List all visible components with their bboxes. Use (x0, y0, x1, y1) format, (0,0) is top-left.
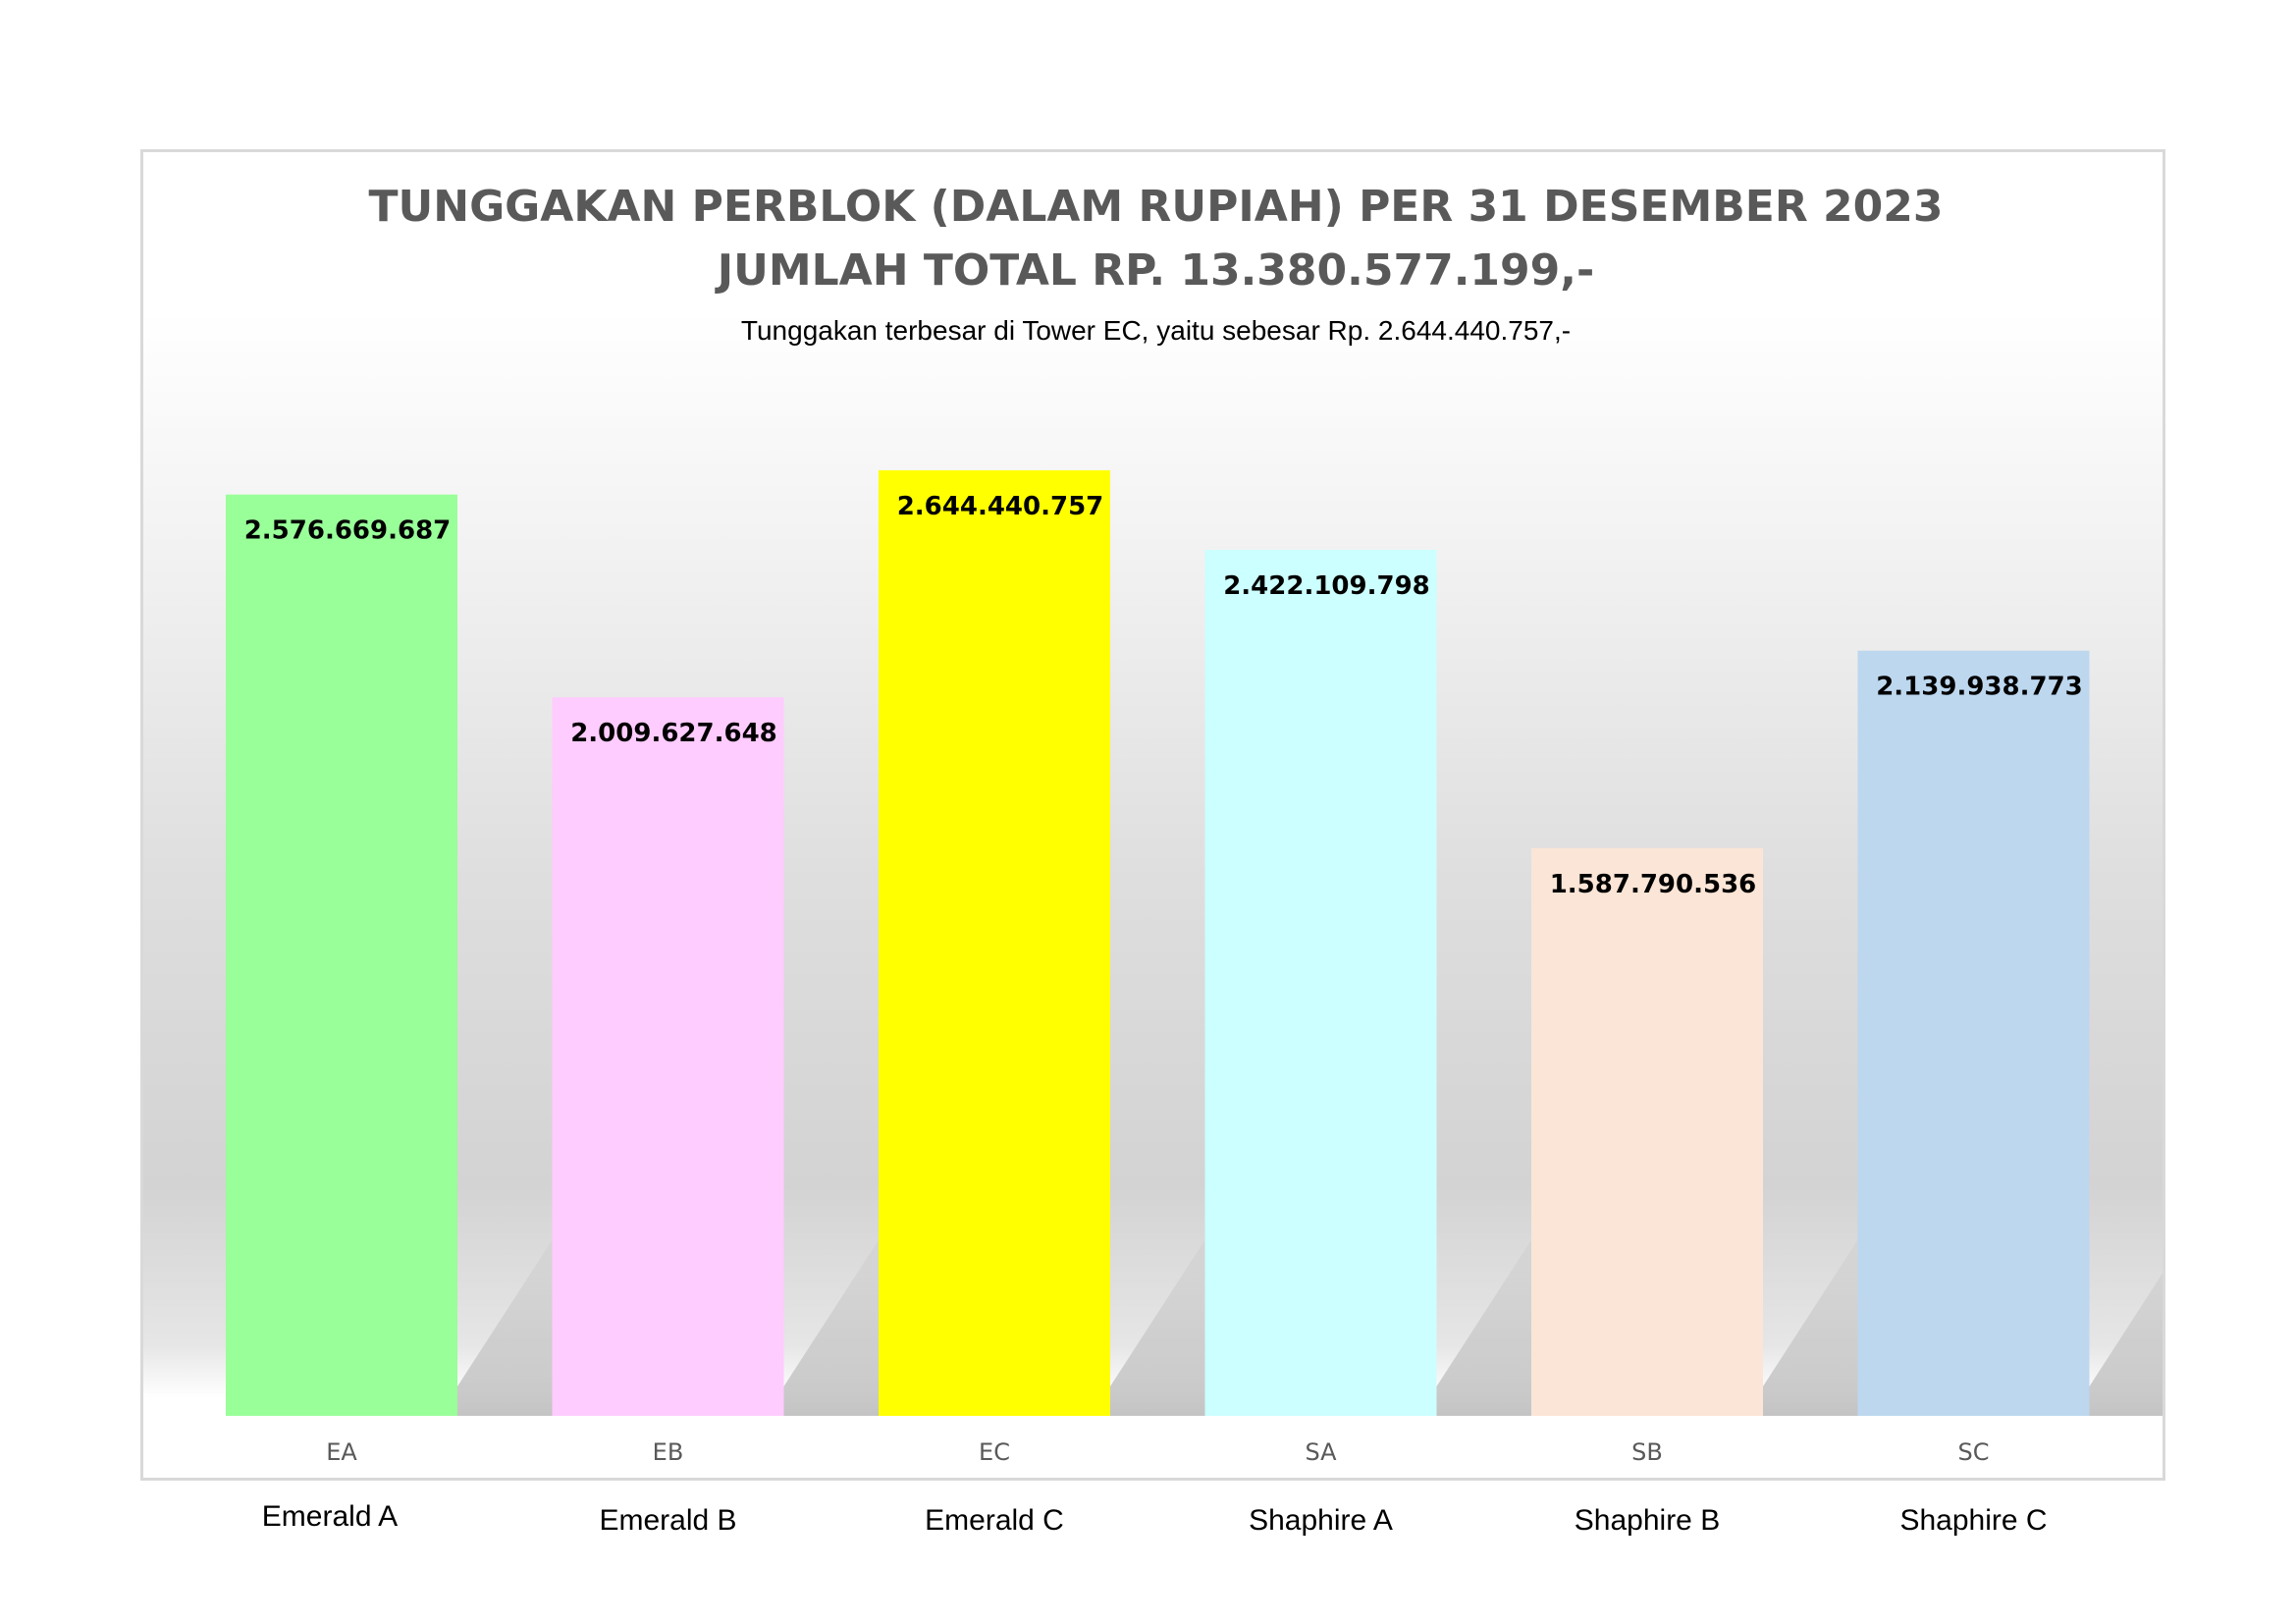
block-name-5: Shaphire B (1574, 1504, 1721, 1537)
bar-shadow (1436, 1219, 1545, 1416)
bar-sa (1204, 549, 1437, 1416)
block-name-2: Emerald B (599, 1504, 737, 1537)
block-name-3: Emerald C (925, 1504, 1064, 1537)
data-label-ec: 2.644.440.757 (897, 492, 1104, 521)
bar-chart: 2.576.669.687 2.009.627.648 2.644.440.757 2… (226, 470, 2163, 1466)
bar-shadow (457, 1219, 565, 1416)
bar-eb (552, 697, 784, 1416)
chart-subtitle: Tunggakan terbesar di Tower EC, yaitu se… (740, 315, 1572, 346)
bar-shadow (783, 1219, 892, 1416)
data-label-eb: 2.009.627.648 (570, 719, 777, 748)
bar-sc (1857, 650, 2090, 1416)
chart-title: TUNGGAKAN PERBLOK (DALAM RUPIAH) PER 31 … (368, 182, 1944, 232)
x-tick-label-sc: SC (1958, 1438, 1990, 1466)
chart-frame: TUNGGAKAN PERBLOK (DALAM RUPIAH) PER 31 … (140, 149, 2165, 1481)
bar-shadow (1763, 1219, 1871, 1416)
bar-ec (879, 470, 1110, 1416)
block-name-1: Emerald A (261, 1500, 399, 1533)
data-label-ea: 2.576.669.687 (244, 516, 452, 546)
x-tick-label-ec: EC (979, 1438, 1010, 1466)
bar-ea (226, 494, 457, 1416)
data-label-sb: 1.587.790.536 (1550, 870, 1757, 899)
block-name-6: Shaphire C (1899, 1504, 2048, 1537)
block-name-4: Shaphire A (1249, 1504, 1393, 1537)
x-tick-label-ea: EA (326, 1438, 357, 1466)
data-label-sc: 2.139.938.773 (1876, 673, 2083, 702)
bar-sb (1531, 847, 1763, 1416)
x-tick-label-sa: SA (1305, 1438, 1337, 1466)
chart-total-title: JUMLAH TOTAL RP. 13.380.577.199,- (717, 245, 1595, 296)
bar-shadow (2089, 1272, 2163, 1416)
x-tick-label-eb: EB (653, 1438, 684, 1466)
x-tick-label-sb: SB (1631, 1438, 1663, 1466)
bar-shadow (1110, 1219, 1218, 1416)
data-label-sa: 2.422.109.798 (1223, 571, 1430, 601)
